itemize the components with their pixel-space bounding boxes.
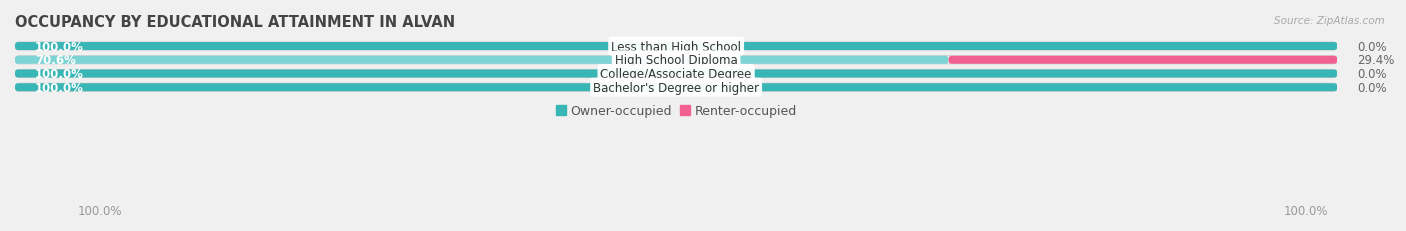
Text: Source: ZipAtlas.com: Source: ZipAtlas.com [1274,16,1385,26]
FancyBboxPatch shape [15,57,1337,64]
Text: 100.0%: 100.0% [77,204,122,217]
Text: High School Diploma: High School Diploma [614,54,738,67]
Text: 100.0%: 100.0% [35,40,84,53]
Text: 0.0%: 0.0% [1357,68,1386,81]
Legend: Owner-occupied, Renter-occupied: Owner-occupied, Renter-occupied [551,100,801,123]
Text: Bachelor's Degree or higher: Bachelor's Degree or higher [593,81,759,94]
Text: College/Associate Degree: College/Associate Degree [600,68,752,81]
FancyBboxPatch shape [15,84,1337,92]
FancyBboxPatch shape [15,43,1337,51]
Text: 100.0%: 100.0% [35,68,84,81]
Text: 29.4%: 29.4% [1357,54,1395,67]
Text: 100.0%: 100.0% [35,81,84,94]
Text: 100.0%: 100.0% [1284,204,1329,217]
Text: OCCUPANCY BY EDUCATIONAL ATTAINMENT IN ALVAN: OCCUPANCY BY EDUCATIONAL ATTAINMENT IN A… [15,15,456,30]
FancyBboxPatch shape [949,57,1337,64]
FancyBboxPatch shape [15,57,949,64]
FancyBboxPatch shape [15,70,1337,78]
FancyBboxPatch shape [15,84,1337,92]
Text: 70.6%: 70.6% [35,54,76,67]
FancyBboxPatch shape [15,43,1337,51]
FancyBboxPatch shape [15,70,1337,78]
Text: 0.0%: 0.0% [1357,40,1386,53]
Text: Less than High School: Less than High School [612,40,741,53]
Text: 0.0%: 0.0% [1357,81,1386,94]
